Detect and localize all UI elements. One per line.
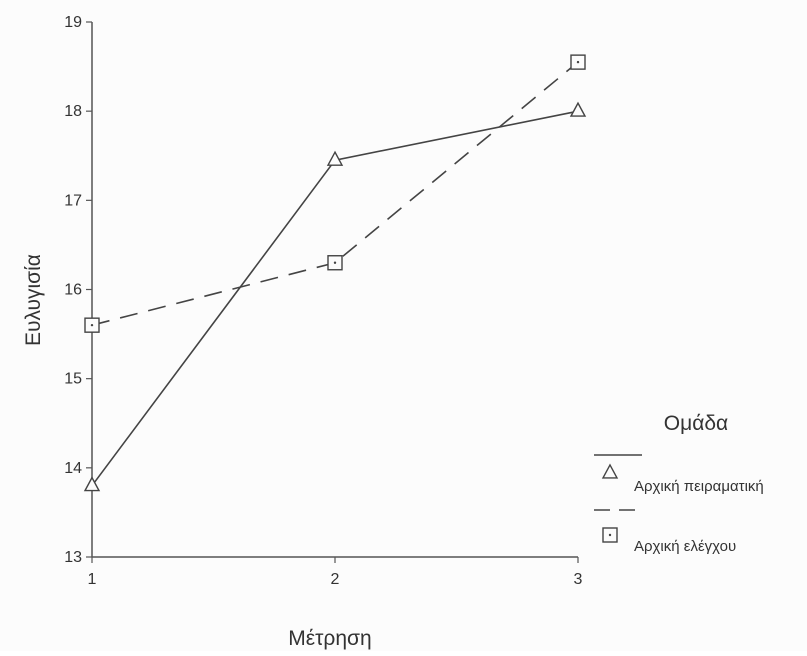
y-tick-label: 16	[64, 282, 82, 299]
data-point-square	[327, 255, 343, 271]
series-line-1	[91, 110, 579, 487]
axes: 13 14 15 16 17 18 19 1 2 3	[64, 14, 582, 588]
series-layer	[83, 54, 587, 492]
x-tick-label: 2	[331, 571, 340, 588]
y-tick-label: 17	[64, 192, 82, 209]
x-tick-label: 1	[88, 571, 97, 588]
y-tick-label: 14	[64, 460, 82, 477]
legend-marker-square	[602, 527, 618, 543]
y-axis-label: Ευλυγισία	[22, 254, 45, 346]
data-point-triangle	[83, 476, 101, 492]
series-line-2	[91, 61, 579, 326]
x-tick-label: 3	[574, 571, 583, 588]
legend-title: Ομάδα	[664, 412, 728, 435]
x-axis-label: Μέτρηση	[288, 627, 371, 650]
legend-label: Αρχική ελέγχου	[634, 538, 736, 555]
legend-label: Αρχική πειραματική	[634, 478, 764, 495]
y-tick-label: 15	[64, 371, 82, 388]
square-marker-dot	[333, 261, 337, 264]
legend: Ομάδα Αρχική πειραματική Αρχική ελέγχου	[594, 412, 764, 555]
legend-item-1: Αρχική πειραματική	[594, 454, 764, 495]
data-point-triangle	[326, 150, 344, 166]
square-marker-dot	[90, 323, 94, 327]
y-tick-label: 13	[64, 549, 82, 566]
legend-items: Αρχική πειραματική Αρχική ελέγχου	[594, 454, 764, 555]
y-tick-label: 18	[64, 103, 82, 120]
legend-item-2: Αρχική ελέγχου	[594, 509, 736, 555]
y-tick-label: 19	[64, 14, 82, 31]
data-point-square	[84, 317, 100, 333]
data-point-triangle	[569, 101, 587, 117]
square-marker-dot	[608, 533, 612, 537]
legend-marker-triangle	[601, 463, 619, 479]
square-marker-dot	[576, 60, 580, 64]
data-point-square	[570, 54, 586, 70]
